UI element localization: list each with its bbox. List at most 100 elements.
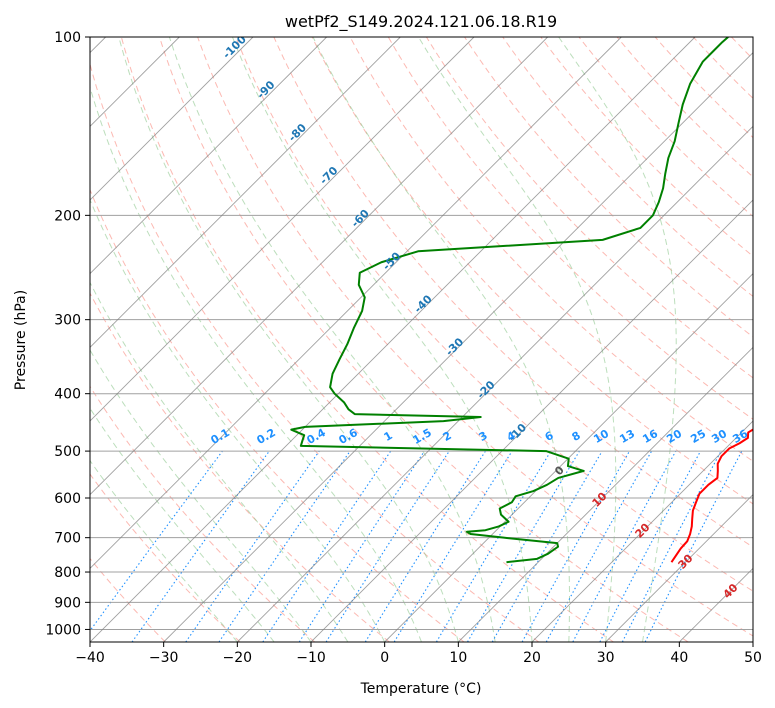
- moist-adiabat-line: [168, 37, 496, 642]
- x-tick-label: 50: [744, 650, 762, 666]
- mixing-ratio-label: 3: [477, 429, 490, 444]
- isotherm-line: [310, 199, 753, 642]
- isotherm-line: [458, 346, 753, 642]
- isotherm-line: [90, 37, 548, 496]
- mixing-ratio-line: [435, 450, 552, 642]
- y-axis-title: Pressure (hPa): [13, 290, 29, 390]
- mixing-ratio-line: [90, 450, 223, 632]
- dry-adiabat-line: [90, 62, 540, 642]
- dry-adiabat-line: [425, 37, 753, 379]
- isotherm-line: [90, 37, 254, 201]
- moist-adiabat-line: [558, 37, 677, 642]
- y-tick-label: 700: [54, 531, 81, 547]
- dry-adiabat-line: [770, 37, 775, 642]
- moist-adiabat-label: -50: [380, 249, 403, 272]
- mixing-ratio-label: 0.2: [255, 426, 278, 447]
- isotherm-line: [90, 37, 401, 348]
- dry-adiabat-line: [235, 37, 753, 592]
- mixing-ratio-label: 10: [591, 427, 611, 446]
- mixing-ratio-label: 20: [664, 427, 684, 446]
- mixing-ratio-line: [131, 450, 270, 642]
- isotherm-line: [605, 494, 753, 642]
- isotherm-line: [90, 37, 696, 642]
- dry-adiabat-line: [578, 37, 753, 218]
- isotherm-line: [531, 420, 753, 642]
- moist-adiabat-line: [90, 459, 238, 642]
- moist-adiabat-label: -60: [349, 207, 372, 230]
- x-tick-label: −20: [223, 650, 253, 666]
- plot-area: -100-90-80-70-60-50-40-30-20-10010203040…: [90, 37, 775, 642]
- mixing-ratio-line: [218, 450, 351, 642]
- mixing-ratio-label: 13: [617, 427, 637, 446]
- mixing-ratio-line: [298, 450, 425, 642]
- moist-adiabat-line: [231, 37, 533, 642]
- dry-adiabat-line: [692, 37, 753, 99]
- dry-adiabat-line: [120, 37, 614, 642]
- mixing-ratio-line: [572, 450, 677, 642]
- mixing-ratio-line: [621, 450, 722, 642]
- isotherm-line: [237, 125, 753, 642]
- moist-adiabat-line: [312, 37, 570, 642]
- y-tick-label: 800: [54, 565, 81, 581]
- moist-adiabat-line: [90, 85, 422, 642]
- y-tick-label: 900: [54, 595, 81, 611]
- dry-adiabat-line: [540, 37, 753, 257]
- mixing-ratio-label: 2: [441, 429, 454, 444]
- dry-adiabat-line: [654, 37, 753, 139]
- mixing-ratio-label: 36: [730, 427, 750, 446]
- dry-adiabat-line: [273, 37, 753, 548]
- y-tick-label: 400: [54, 387, 81, 403]
- x-tick-label: 40: [670, 650, 688, 666]
- mixing-ratio-line: [467, 450, 580, 642]
- isotherm-line: [384, 273, 753, 642]
- isotherm-line: [752, 641, 753, 642]
- mixing-ratio-label: 1: [382, 429, 395, 444]
- x-tick-label: 0: [380, 650, 389, 666]
- mixing-ratio-label: 6: [543, 429, 556, 444]
- mixing-ratio-line: [393, 450, 513, 642]
- x-tick-label: 20: [523, 650, 541, 666]
- moist-adiabat-line: [418, 37, 617, 642]
- chart-title: wetPf2_S149.2024.121.06.18.R19: [285, 12, 557, 32]
- dry-adiabat-line: [90, 473, 241, 642]
- x-tick-label: 10: [449, 650, 467, 666]
- moist-adiabat-line: [90, 281, 349, 642]
- moist-adiabat-label: -80: [286, 121, 309, 144]
- mixing-ratio-label: 25: [688, 427, 708, 446]
- dry-adiabat-line: [159, 37, 689, 642]
- dry-adiabat-line: [90, 292, 390, 642]
- axes-layer: −40 −30 −20 −10 0 10 20 30 40 5010020030040050060…: [45, 30, 762, 666]
- isotherm-line: [679, 567, 753, 642]
- mixing-ratio-line: [262, 450, 392, 642]
- moist-adiabat-label: -30: [443, 335, 466, 358]
- dry-adiabat-line: [311, 37, 753, 505]
- y-tick-label: 300: [54, 313, 81, 329]
- mixing-ratio-line: [599, 450, 702, 642]
- moist-adiabat-line: [90, 407, 275, 642]
- mixing-ratio-line: [185, 450, 320, 642]
- moist-adiabat-line: [90, 349, 312, 642]
- mixing-ratio-label: 1.5: [411, 426, 434, 447]
- temperature-profile-line: [670, 428, 753, 563]
- y-tick-label: 200: [54, 208, 81, 224]
- plot-frame: [89, 36, 754, 643]
- y-tick-label: 500: [54, 444, 81, 460]
- mixing-ratio-line: [545, 450, 653, 642]
- dry-adiabat-line: [349, 37, 753, 462]
- isotherm-line: [90, 37, 327, 275]
- dry-adiabat-line: [90, 188, 465, 642]
- x-axis-title: Temperature (°C): [360, 681, 482, 697]
- x-tick-label: −30: [149, 650, 179, 666]
- mixing-ratio-line: [521, 450, 630, 642]
- x-tick-label: −40: [75, 650, 105, 666]
- moist-adiabat-line: [90, 198, 386, 642]
- y-tick-label: 100: [54, 30, 81, 46]
- y-tick-label: 600: [54, 491, 81, 507]
- isotherm-line: [90, 37, 622, 569]
- mixing-ratio-line: [364, 450, 486, 642]
- x-tick-label: 30: [597, 650, 615, 666]
- moist-adiabat-label: -70: [317, 164, 340, 187]
- mixing-ratio-line: [644, 450, 743, 642]
